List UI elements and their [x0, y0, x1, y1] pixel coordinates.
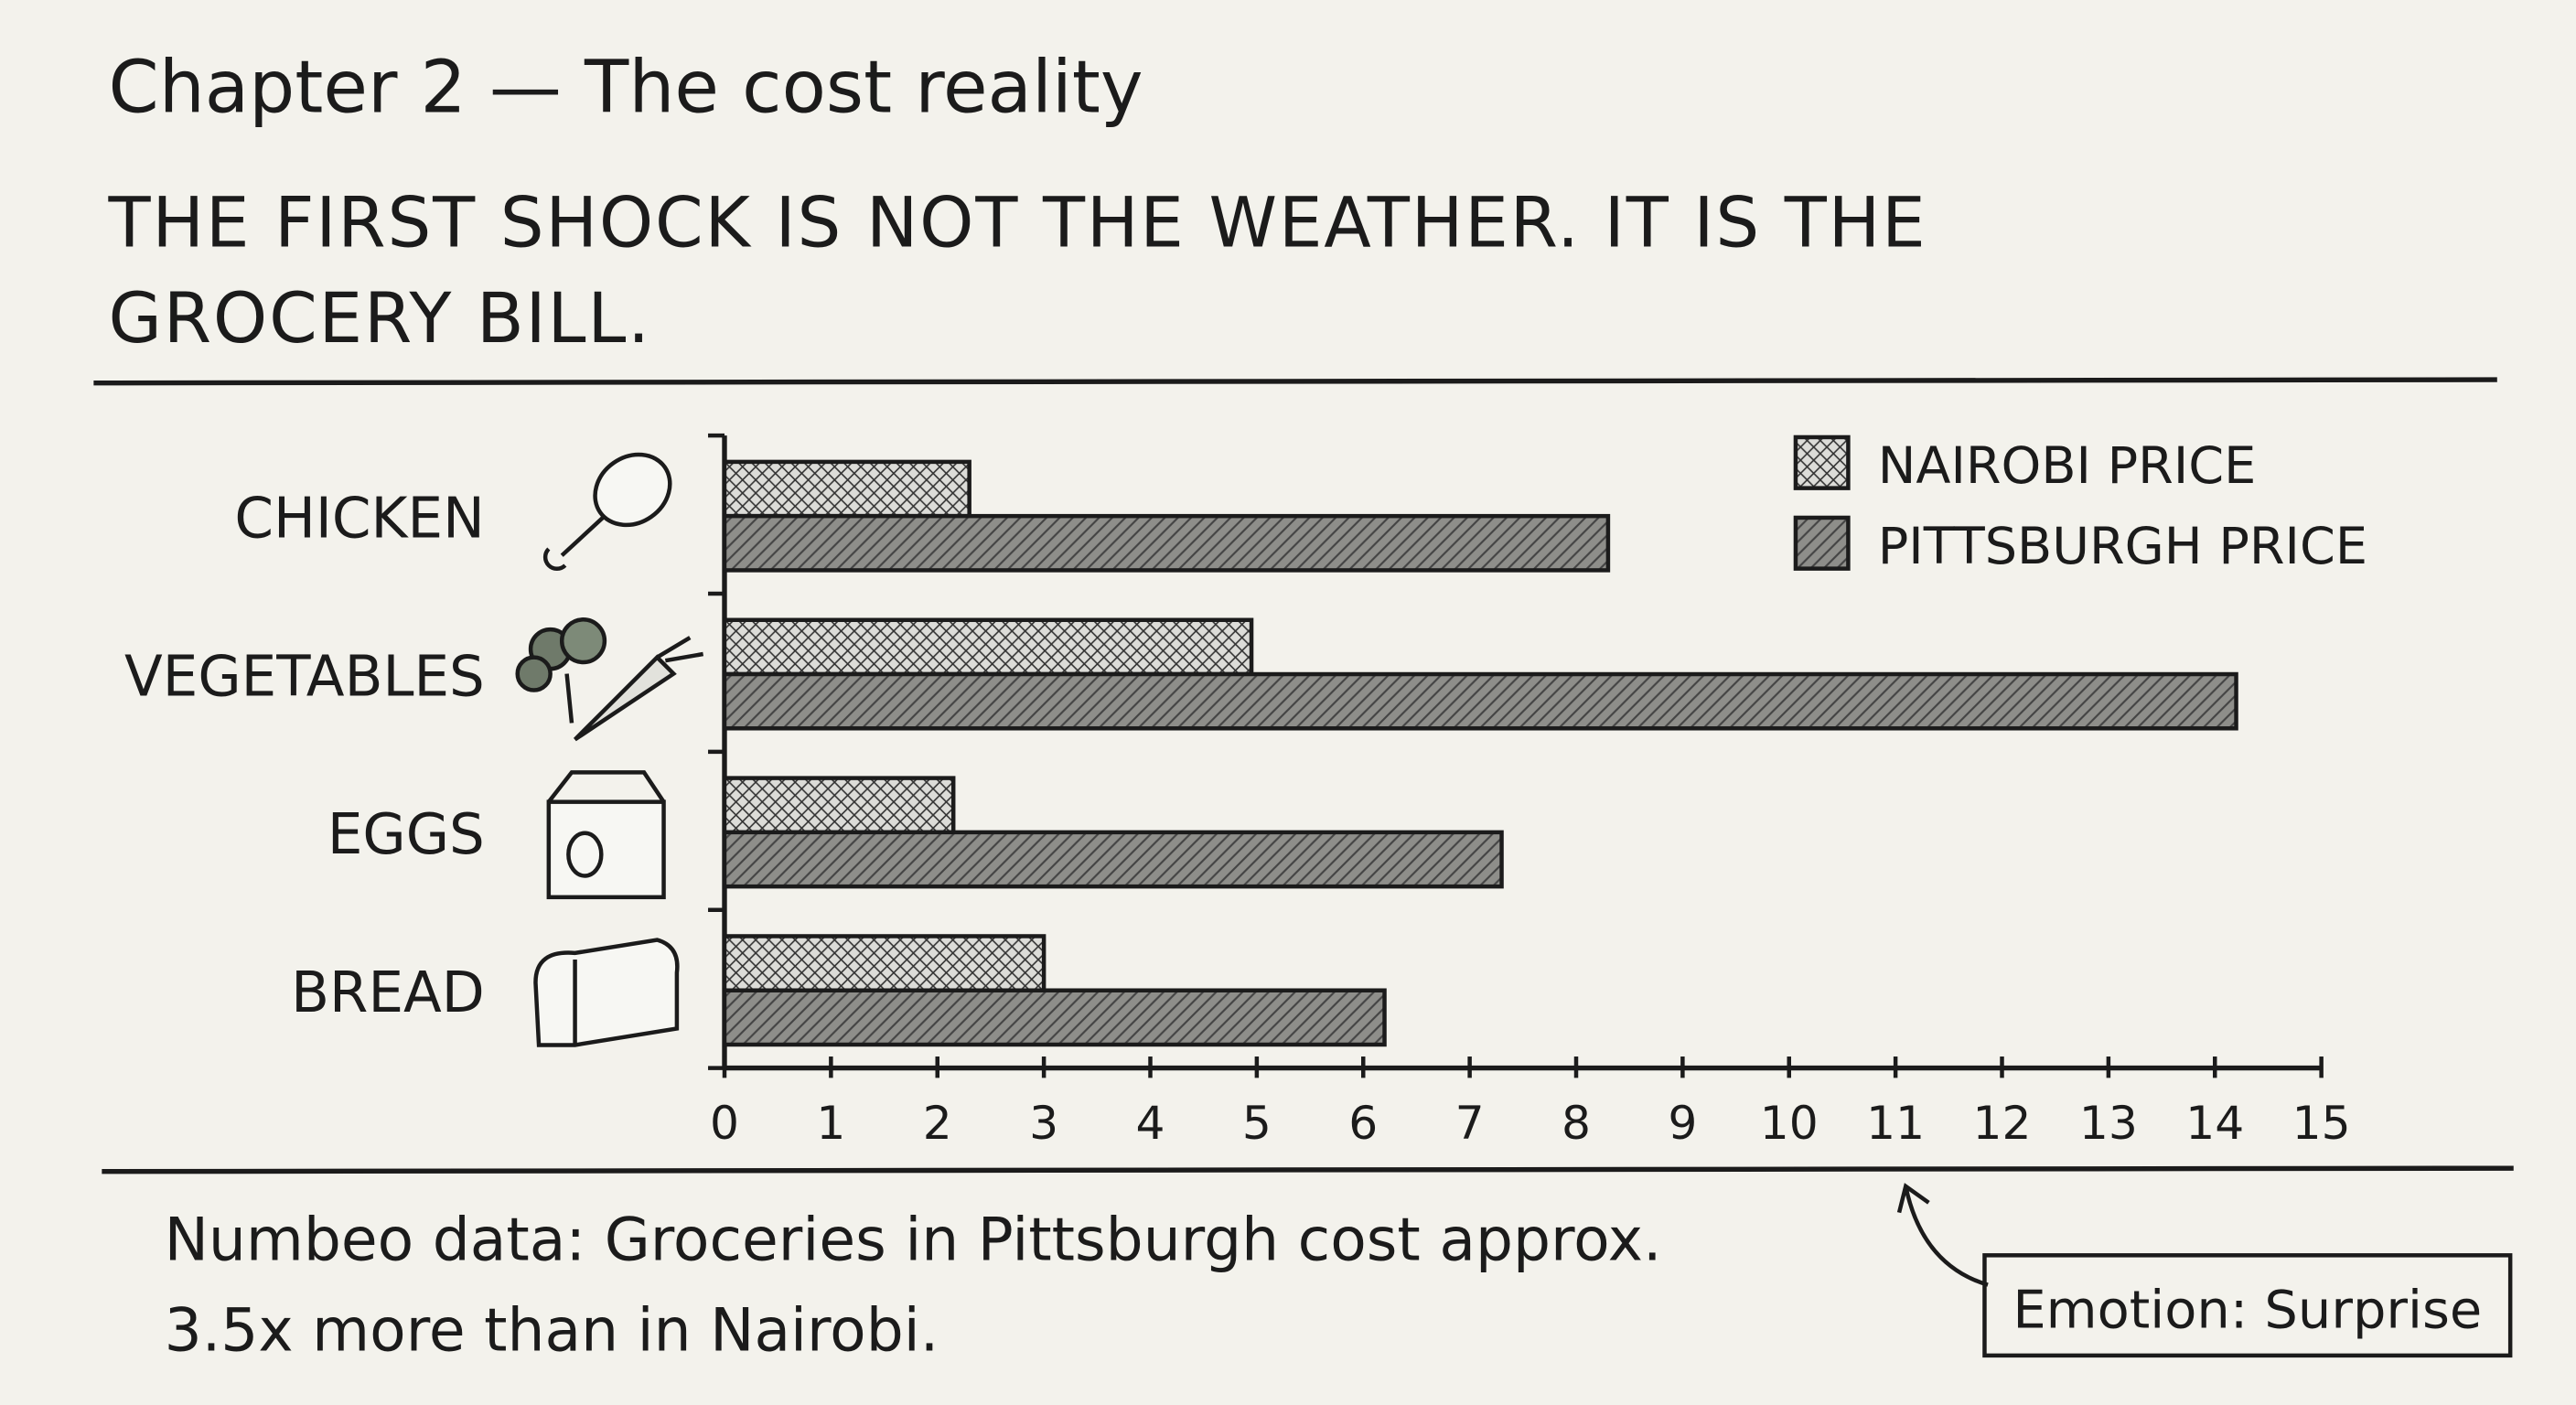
bar	[722, 617, 1254, 677]
category-label: CHICKEN	[234, 487, 484, 552]
bar	[722, 513, 1611, 573]
legend-label: PITTSBURGH PRICE	[1878, 517, 2367, 576]
bar	[722, 830, 1504, 889]
chicken-icon	[593, 452, 672, 528]
x-tick-label: 10	[1760, 1096, 1819, 1150]
x-tick-label: 14	[2185, 1096, 2244, 1150]
legend-label: NAIROBI PRICE	[1878, 436, 2257, 496]
chicken-bone	[542, 514, 606, 571]
headline: THE FIRST SHOCK IS NOT THE WEATHER. IT I…	[108, 183, 1927, 263]
broccoli-icon	[515, 655, 553, 692]
bar	[722, 934, 1046, 992]
x-tick-label: 11	[1866, 1096, 1925, 1150]
broccoli-stem	[564, 673, 574, 724]
x-tick-label: 15	[2292, 1096, 2351, 1150]
legend-swatch	[1793, 434, 1851, 490]
bar	[722, 459, 971, 519]
x-tick-label: 0	[710, 1096, 739, 1150]
x-tick-label: 7	[1455, 1096, 1485, 1150]
carrot-icon	[573, 636, 704, 742]
bar	[722, 671, 2238, 731]
category-label: VEGETABLES	[124, 644, 485, 709]
broccoli-icon	[559, 617, 607, 665]
x-tick-label: 2	[923, 1096, 952, 1150]
x-tick-label: 12	[1973, 1096, 2032, 1150]
rule	[102, 1165, 2514, 1174]
bar	[722, 988, 1387, 1047]
icons	[515, 452, 704, 1047]
emotion-box	[1982, 1253, 2513, 1358]
x-tick-label: 9	[1668, 1096, 1697, 1150]
egg	[566, 831, 604, 878]
x-tick-label: 8	[1562, 1096, 1591, 1150]
carton-icon	[546, 799, 666, 900]
emotion-label: Emotion: Surprise	[2012, 1279, 2482, 1340]
footer-note: 3.5x more than in Nairobi.	[165, 1296, 939, 1365]
x-tick-label: 6	[1348, 1096, 1378, 1150]
headline: GROCERY BILL.	[109, 278, 651, 359]
x-tick-label: 1	[816, 1096, 845, 1150]
x-tick-label: 5	[1242, 1096, 1272, 1150]
footer-note: Numbeo data: Groceries in Pittsburgh cos…	[165, 1207, 1662, 1275]
x-tick-label: 3	[1029, 1096, 1058, 1150]
category-label: BREAD	[291, 960, 485, 1025]
arrow	[1896, 1183, 1989, 1287]
bar	[722, 776, 956, 835]
bread-icon	[533, 938, 680, 1047]
carton-top	[547, 770, 666, 804]
x-tick-label: 13	[2079, 1096, 2138, 1150]
chapter-title: Chapter 2 — The cost reality	[109, 45, 1143, 129]
rule	[93, 377, 2497, 386]
category-label: EGGS	[327, 802, 485, 867]
x-tick-label: 4	[1136, 1096, 1165, 1150]
legend-swatch	[1793, 515, 1851, 571]
